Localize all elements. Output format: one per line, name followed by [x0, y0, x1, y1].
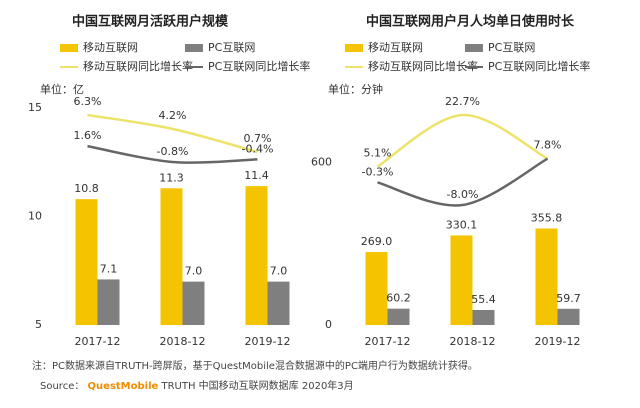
- legend-label: PC互联网同比增长率: [488, 59, 590, 73]
- y-tick-label: 5: [35, 318, 42, 331]
- line-value-label: 6.3%: [74, 95, 102, 108]
- legend-label: PC互联网: [208, 41, 255, 54]
- bar: [160, 188, 183, 325]
- growth-line: [87, 144, 258, 164]
- bar-value-label: 7.1: [100, 262, 118, 275]
- bar: [97, 279, 120, 325]
- line-value-label: 5.1%: [364, 147, 392, 160]
- legend-label: 移动互联网: [83, 41, 138, 54]
- bar: [450, 235, 473, 325]
- line-value-label: -8.0%: [447, 188, 479, 201]
- bar-value-label: 11.4: [244, 169, 269, 182]
- bar: [267, 281, 290, 325]
- legend-label: PC互联网: [488, 41, 535, 54]
- bar: [365, 252, 388, 325]
- chart-title: 中国互联网月活跃用户规模: [72, 14, 229, 30]
- bar: [75, 199, 98, 325]
- y-tick-label: 600: [311, 155, 332, 168]
- line-value-label: -0.3%: [362, 165, 394, 178]
- legend-label: 移动互联网: [368, 41, 423, 54]
- line-value-label: -0.8%: [157, 145, 189, 158]
- source-brand: QuestMobile: [88, 381, 159, 392]
- y-tick-label: 10: [28, 210, 42, 223]
- growth-line: [87, 113, 258, 154]
- bar-value-label: 10.8: [74, 182, 99, 195]
- bar: [245, 186, 268, 325]
- legend-swatch: [185, 44, 203, 52]
- bar-value-label: 269.0: [361, 235, 393, 248]
- bar-value-label: 355.8: [531, 211, 563, 224]
- bar-value-label: 7.0: [185, 265, 203, 278]
- unit-label: 单位：分钟: [328, 82, 383, 96]
- line-value-label: 0.7%: [244, 132, 272, 145]
- x-tick-label: 2019-12: [535, 335, 581, 348]
- bar: [182, 281, 205, 325]
- y-tick-label: 15: [28, 101, 42, 114]
- bar-value-label: 55.4: [471, 293, 496, 306]
- bar: [387, 308, 410, 325]
- bar-value-label: 7.0: [270, 265, 288, 278]
- source-text: TRUTH 中国移动互联网数据库 2020年3月: [161, 379, 354, 392]
- unit-label: 单位：亿: [40, 82, 84, 96]
- line-value-label: 4.2%: [159, 109, 187, 122]
- legend-label: 移动互联网同比增长率: [83, 59, 193, 73]
- bar-value-label: 59.7: [556, 292, 581, 305]
- line-value-label: 7.8%: [534, 139, 562, 152]
- x-tick-label: 2018-12: [160, 335, 206, 348]
- legend-swatch: [345, 44, 363, 52]
- growth-line: [376, 113, 549, 168]
- bar-value-label: 11.3: [159, 171, 184, 184]
- x-tick-label: 2017-12: [365, 335, 411, 348]
- chart-title: 中国互联网用户月人均单日使用时长: [366, 14, 575, 30]
- source: Source： QuestMobile TRUTH 中国移动互联网数据库 202…: [40, 379, 354, 392]
- footnote: 注：PC数据来源自TRUTH-跨屏版，基于QuestMobile混合数据源中的P…: [32, 359, 478, 372]
- legend-label: 移动互联网同比增长率: [368, 59, 478, 73]
- line-value-label: -0.4%: [242, 142, 274, 155]
- growth-line: [377, 157, 549, 207]
- bar-value-label: 330.1: [446, 218, 478, 231]
- legend-swatch: [465, 44, 483, 52]
- legend-swatch: [60, 44, 78, 52]
- bar: [472, 309, 495, 325]
- legend-label: PC互联网同比增长率: [208, 59, 310, 73]
- y-tick-label: 0: [325, 318, 332, 331]
- bar: [557, 308, 580, 325]
- x-tick-label: 2019-12: [245, 335, 291, 348]
- x-tick-label: 2017-12: [75, 335, 121, 348]
- line-value-label: 22.7%: [445, 95, 480, 108]
- bar-value-label: 60.2: [386, 292, 411, 305]
- line-value-label: 1.6%: [74, 129, 102, 142]
- source-prefix: Source：: [40, 381, 84, 392]
- bar: [535, 228, 558, 325]
- x-tick-label: 2018-12: [450, 335, 496, 348]
